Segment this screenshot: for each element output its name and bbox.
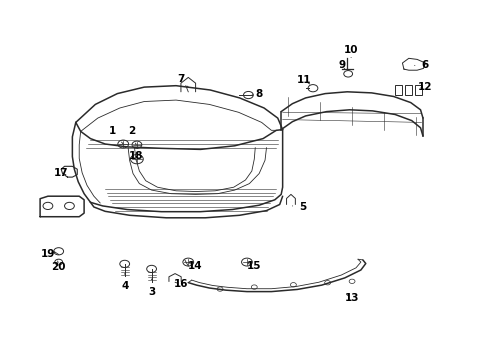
Text: 17: 17 — [54, 168, 68, 178]
Text: 14: 14 — [188, 261, 203, 271]
Text: 5: 5 — [292, 202, 306, 212]
Text: 16: 16 — [173, 279, 188, 289]
Bar — [404, 85, 411, 95]
Bar — [394, 85, 402, 95]
Text: 7: 7 — [177, 74, 188, 87]
Text: 19: 19 — [41, 249, 55, 259]
Text: 13: 13 — [344, 293, 359, 303]
Text: 12: 12 — [417, 82, 432, 92]
Text: 18: 18 — [128, 150, 143, 161]
Text: 11: 11 — [296, 75, 311, 85]
Text: 20: 20 — [51, 261, 66, 272]
Text: 15: 15 — [246, 261, 261, 271]
Text: 9: 9 — [338, 60, 345, 70]
Text: 6: 6 — [414, 60, 428, 70]
Text: 8: 8 — [252, 89, 262, 99]
Bar — [414, 85, 421, 95]
Text: 4: 4 — [121, 274, 128, 291]
Text: 2: 2 — [128, 126, 136, 145]
Text: 3: 3 — [148, 279, 155, 297]
Text: 1: 1 — [109, 126, 122, 144]
Text: 10: 10 — [343, 45, 358, 58]
